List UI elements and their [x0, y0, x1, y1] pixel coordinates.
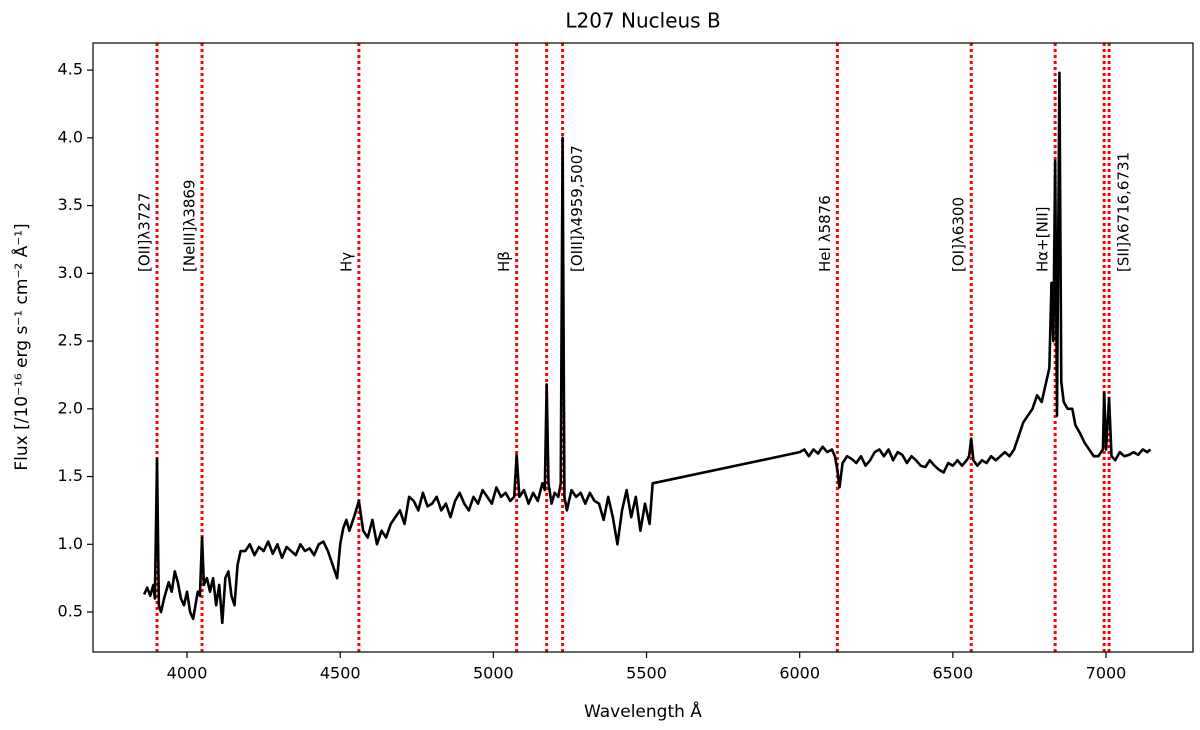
y-tick-label: 1.5 [58, 466, 83, 485]
y-tick-label: 3.0 [58, 263, 83, 282]
y-tick-label: 0.5 [58, 602, 83, 621]
x-tick-label: 6500 [932, 664, 973, 683]
line-label: Hβ [495, 251, 513, 272]
line-label: [SII]λ6716,6731 [1115, 152, 1133, 272]
x-tick-label: 6000 [779, 664, 820, 683]
x-tick-label: 7000 [1086, 664, 1127, 683]
y-tick-label: 2.5 [58, 331, 83, 350]
line-label: Hα+[NII] [1034, 206, 1052, 272]
y-tick-label: 2.0 [58, 398, 83, 417]
line-label: [OI]λ6300 [950, 197, 968, 272]
y-tick-label: 4.0 [58, 127, 83, 146]
line-label: [OII]λ3727 [136, 193, 154, 272]
x-tick-label: 5500 [626, 664, 667, 683]
x-tick-label: 4000 [167, 664, 208, 683]
x-tick-label: 5000 [473, 664, 514, 683]
chart-title: L207 Nucleus B [565, 9, 720, 33]
plot-frame [92, 42, 1194, 653]
line-label: HeI λ5876 [816, 195, 834, 272]
line-label: [OIII]λ4959,5007 [568, 145, 586, 272]
y-axis-label: Flux [/10⁻¹⁶ erg s⁻¹ cm⁻² Å⁻¹] [10, 223, 32, 470]
spectrum-line [142, 71, 1152, 625]
line-label: [NeIII]λ3869 [181, 180, 199, 272]
x-tick-label: 4500 [320, 664, 361, 683]
y-tick-label: 1.0 [58, 534, 83, 553]
line-label: Hγ [337, 252, 355, 272]
y-tick-label: 3.5 [58, 195, 83, 214]
y-tick-label: 4.5 [58, 60, 83, 79]
x-axis-label: Wavelength Å [584, 700, 702, 722]
